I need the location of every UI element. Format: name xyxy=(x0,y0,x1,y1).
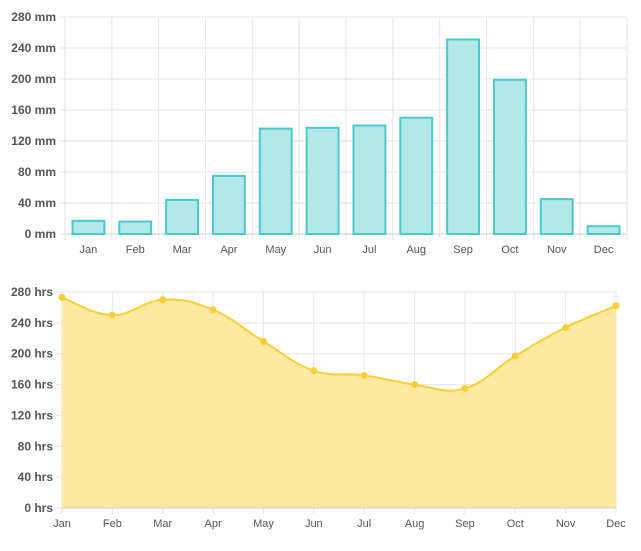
sunshine-x-tick-label: Jun xyxy=(305,518,323,530)
rainfall-y-tick-label: 40 mm xyxy=(18,196,56,210)
rainfall-bar-oct[interactable] xyxy=(492,78,527,236)
sunshine-series-line xyxy=(61,296,617,392)
rainfall-x-tick-label: Mar xyxy=(173,244,192,256)
sunshine-point-feb[interactable] xyxy=(108,311,116,319)
sunshine-y-tick-label: 40 hrs xyxy=(18,470,54,484)
rainfall-y-tick-label: 280 mm xyxy=(11,10,56,24)
sunshine-x-tick-label: Apr xyxy=(205,518,222,530)
rainfall-bar-nov[interactable] xyxy=(539,198,574,235)
rainfall-x-tick-label: Apr xyxy=(220,244,237,256)
sunshine-y-axis: 0 hrs 40 hrs 80 hrs 120 hrs 160 hrs 200 hrs 24… xyxy=(11,285,53,515)
sunshine-y-tick-label: 160 hrs xyxy=(11,378,53,392)
rainfall-x-tick-label: Dec xyxy=(594,244,614,256)
sunshine-area-fill xyxy=(62,297,616,508)
sunshine-area-chart: 0 hrs 40 hrs 80 hrs 120 hrs 160 hrs 200 hrs 24… xyxy=(11,285,626,530)
sunshine-point-dec[interactable] xyxy=(612,302,620,310)
sunshine-x-tick-label: May xyxy=(253,518,274,530)
sunshine-x-tick-label: Dec xyxy=(606,518,626,530)
rainfall-bar-feb[interactable] xyxy=(118,220,153,236)
sunshine-point-mar[interactable] xyxy=(159,296,167,304)
sunshine-x-tick-label: Feb xyxy=(103,518,122,530)
rainfall-bar-chart: 0 mm 40 mm 80 mm 120 mm 160 mm 200 mm 240 mm 28… xyxy=(11,10,628,256)
sunshine-x-tick-label: Jul xyxy=(357,518,371,530)
rainfall-y-tick-label: 120 mm xyxy=(11,134,56,148)
sunshine-x-tick-label: Aug xyxy=(405,518,425,530)
rainfall-y-tick-label: 80 mm xyxy=(18,165,56,179)
rainfall-y-tick-label: 160 mm xyxy=(11,103,56,117)
sunshine-point-jan[interactable] xyxy=(58,293,66,301)
rainfall-bars xyxy=(71,38,621,236)
rainfall-x-tick-label: Nov xyxy=(547,244,567,256)
rainfall-bar-jul[interactable] xyxy=(352,124,387,235)
rainfall-y-tick-label: 0 mm xyxy=(25,227,56,241)
rainfall-bar-mar[interactable] xyxy=(165,198,200,235)
rainfall-x-tick-label: Aug xyxy=(406,244,426,256)
sunshine-y-tick-label: 200 hrs xyxy=(11,347,53,361)
sunshine-x-axis: Jan Feb Mar Apr May Jun Jul Aug Sep Oct Nov Dec xyxy=(53,518,626,530)
sunshine-point-nov[interactable] xyxy=(562,323,570,331)
sunshine-x-tick-label: Nov xyxy=(556,518,576,530)
rainfall-bar-aug[interactable] xyxy=(399,116,434,235)
rainfall-bar-dec[interactable] xyxy=(586,225,621,235)
rainfall-x-tick-label: Jan xyxy=(80,244,98,256)
sunshine-point-apr[interactable] xyxy=(209,306,217,314)
rainfall-y-tick-label: 240 mm xyxy=(11,41,56,55)
rainfall-x-tick-label: May xyxy=(265,244,286,256)
rainfall-x-tick-label: Jul xyxy=(362,244,376,256)
rainfall-bar-sep[interactable] xyxy=(446,38,481,235)
rainfall-x-axis: Jan Feb Mar Apr May Jun Jul Aug Sep Oct Nov Dec xyxy=(80,244,614,256)
rainfall-bar-may[interactable] xyxy=(258,127,293,236)
rainfall-bar-jun[interactable] xyxy=(305,126,340,235)
sunshine-x-tick-label: Oct xyxy=(507,518,524,530)
rainfall-bar-jan[interactable] xyxy=(71,219,106,235)
sunshine-y-tick-label: 280 hrs xyxy=(11,285,53,299)
rainfall-y-axis: 0 mm 40 mm 80 mm 120 mm 160 mm 200 mm 240 mm 28… xyxy=(11,10,56,241)
sunshine-area xyxy=(58,293,620,509)
rainfall-x-tick-label: Feb xyxy=(126,244,145,256)
sunshine-x-tick-label: Sep xyxy=(455,518,475,530)
sunshine-point-may[interactable] xyxy=(259,337,267,345)
sunshine-y-tick-label: 240 hrs xyxy=(11,316,53,330)
sunshine-point-jun[interactable] xyxy=(310,367,318,375)
sunshine-point-aug[interactable] xyxy=(411,381,419,389)
rainfall-x-tick-label: Sep xyxy=(453,244,473,256)
sunshine-y-tick-label: 0 hrs xyxy=(24,501,53,515)
rainfall-x-tick-label: Oct xyxy=(501,244,518,256)
rainfall-y-tick-label: 200 mm xyxy=(11,72,56,86)
sunshine-x-tick-label: Mar xyxy=(153,518,172,530)
sunshine-point-oct[interactable] xyxy=(511,352,519,360)
sunshine-x-tick-label: Jan xyxy=(53,518,71,530)
rainfall-gridlines xyxy=(59,16,628,240)
sunshine-y-tick-label: 120 hrs xyxy=(11,408,53,422)
sunshine-point-sep[interactable] xyxy=(461,384,469,392)
sunshine-point-jul[interactable] xyxy=(360,371,368,379)
rainfall-x-tick-label: Jun xyxy=(314,244,332,256)
rainfall-bar-apr[interactable] xyxy=(211,174,246,235)
sunshine-y-tick-label: 80 hrs xyxy=(18,439,54,453)
